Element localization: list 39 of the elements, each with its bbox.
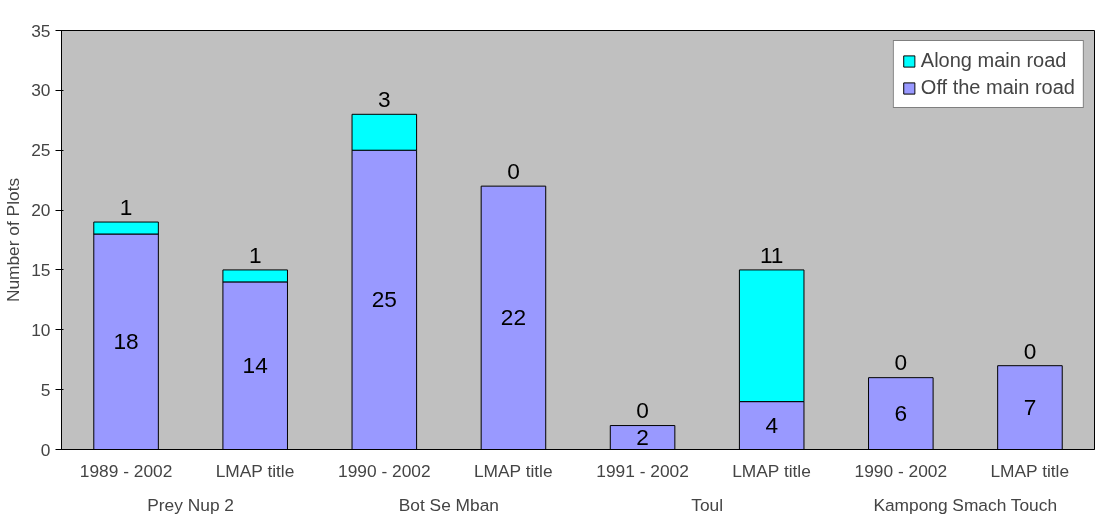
data-label: 2 [636, 424, 649, 451]
legend-label: Off the main road [920, 76, 1075, 99]
x-tick-label: 1990 - 2002 [338, 460, 431, 481]
y-tick-label: 10 [31, 319, 51, 340]
data-label: 0 [507, 157, 520, 184]
data-label: 3 [378, 86, 391, 113]
x-tick-label: LMAP title [732, 460, 811, 481]
data-label: 4 [765, 412, 778, 439]
data-label: 1 [119, 193, 133, 220]
data-label: 11 [759, 241, 784, 268]
data-label: 25 [371, 286, 397, 313]
x-tick-label: LMAP title [215, 460, 295, 481]
data-label: 6 [894, 400, 908, 427]
x-tick-label: LMAP title [990, 460, 1070, 481]
data-label: 7 [1023, 394, 1037, 421]
data-label: 0 [894, 349, 908, 376]
data-label: 14 [242, 352, 268, 379]
y-tick-label: 5 [40, 379, 51, 400]
text: Toul [691, 494, 724, 515]
text: Bot Se Mban [398, 494, 499, 515]
text: Kampong Smach Touch [873, 494, 1058, 515]
y-tick-label: 35 [31, 20, 51, 41]
x-tick-label: LMAP title [473, 460, 553, 481]
data-label: 0 [636, 397, 649, 424]
x-tick-label: 1991 - 2002 [596, 460, 689, 481]
legend-label: Along main road [920, 49, 1067, 72]
x-tick-label: 1990 - 2002 [854, 460, 948, 481]
data-label: 18 [113, 328, 139, 355]
y-axis-title: Number of Plots [3, 177, 24, 303]
y-tick-label: 0 [40, 439, 51, 460]
y-tick-label: 20 [31, 200, 51, 221]
text: Prey Nup 2 [147, 494, 234, 515]
data-label: 1 [248, 241, 262, 268]
data-label: 0 [1023, 337, 1037, 364]
x-tick-label: 1989 - 2002 [79, 460, 173, 481]
y-tick-label: 15 [31, 259, 51, 280]
y-tick-label: 30 [31, 80, 51, 101]
y-tick-label: 25 [31, 140, 51, 161]
data-label: 22 [500, 304, 527, 331]
